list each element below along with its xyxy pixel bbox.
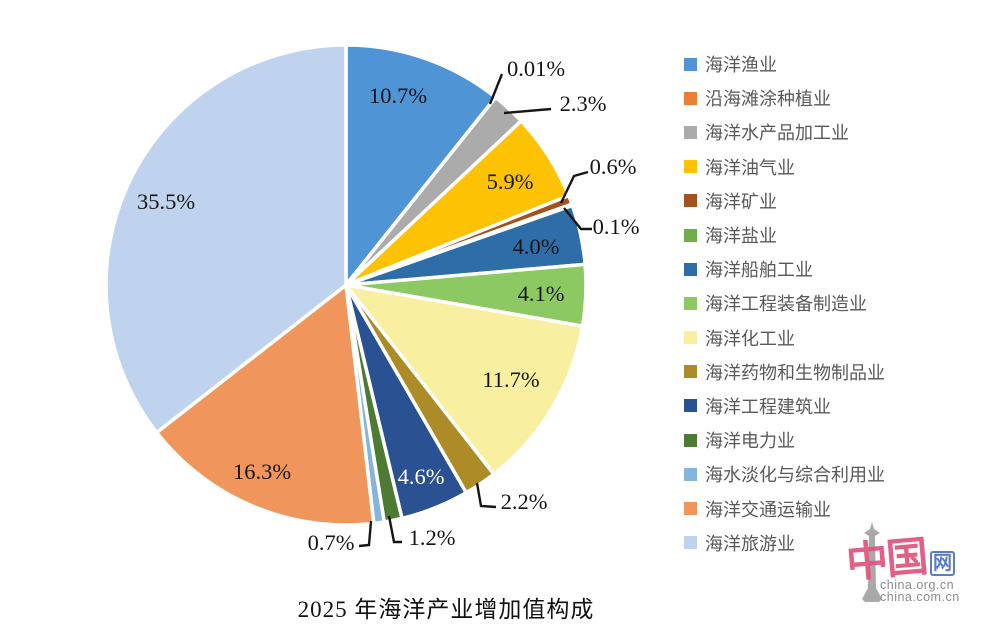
- chart-title: 2025 年海洋产业增加值构成: [297, 597, 595, 622]
- legend-label: 海洋交通运输业: [705, 499, 831, 520]
- pie-slices: [104, 43, 588, 527]
- pie-label-海洋交通运输业: 16.3%: [233, 459, 291, 484]
- legend-item-海洋化工业: 海洋化工业: [684, 321, 885, 355]
- legend-label: 海洋船舶工业: [705, 260, 813, 281]
- legend-swatch-icon: [684, 57, 697, 71]
- watermark-domain-1: china.org.cn: [880, 578, 955, 592]
- legend-label: 海洋油气业: [705, 157, 795, 178]
- legend-swatch-icon: [684, 433, 697, 447]
- pie-slice-海洋交通运输业: [154, 283, 376, 527]
- pie-label-海洋水产品加工业: 2.3%: [560, 91, 607, 116]
- legend-swatch-icon: [684, 296, 697, 310]
- legend-label: 海洋矿业: [705, 191, 777, 212]
- pie-label-海洋矿业: 0.6%: [590, 154, 637, 179]
- pie-labels: 10.7% 0.01% 2.3% 5.9% 0.6% 0.1% 4.0% 4.1% 11.7% 2…: [137, 56, 640, 555]
- legend-item-海洋交通运输业: 海洋交通运输业: [684, 491, 885, 525]
- watermark-domains: china.org.cn china.com.cn: [880, 578, 960, 604]
- legend-label: 海洋电力业: [705, 431, 795, 452]
- pie-label-海洋船舶工业: 4.0%: [513, 234, 560, 259]
- leader-line-海洋药物和生物制品业: [475, 482, 497, 509]
- watermark-logo-net: 网: [930, 551, 956, 576]
- legend-swatch-icon: [684, 194, 697, 208]
- legend-label: 海洋工程建筑业: [705, 396, 831, 417]
- legend-label: 沿海滩涂种植业: [705, 89, 831, 110]
- legend-item-海洋矿业: 海洋矿业: [684, 184, 885, 218]
- legend-item-海洋盐业: 海洋盐业: [684, 218, 885, 252]
- legend-swatch-icon: [684, 536, 697, 550]
- leader-line-海水淡化与综合利用业: [358, 520, 373, 548]
- pie-label-海洋工程装备制造业: 4.1%: [518, 281, 565, 306]
- legend-swatch-icon: [684, 331, 697, 345]
- legend-label: 海洋药物和生物制品业: [705, 362, 885, 383]
- legend-swatch-icon: [684, 502, 697, 516]
- legend-swatch-icon: [684, 262, 697, 276]
- legend-swatch-icon: [684, 399, 697, 413]
- legend-item-海洋电力业: 海洋电力业: [684, 423, 885, 457]
- pie-label-海洋药物和生物制品业: 2.2%: [501, 489, 548, 514]
- pie-slice-海洋渔业: [344, 43, 498, 287]
- legend-swatch-icon: [684, 467, 697, 481]
- pie-label-海洋电力业: 1.2%: [409, 525, 456, 550]
- legend-item-海洋船舶工业: 海洋船舶工业: [684, 252, 885, 286]
- pie-label-海洋油气业: 5.9%: [487, 169, 534, 194]
- legend-item-海洋工程装备制造业: 海洋工程装备制造业: [684, 286, 885, 320]
- pagoda-tower-icon: [862, 522, 882, 602]
- legend-label: 海洋旅游业: [705, 533, 795, 554]
- legend-label: 海洋化工业: [705, 328, 795, 349]
- pie-label-海洋盐业: 0.1%: [593, 214, 640, 239]
- legend-item-沿海滩涂种植业: 沿海滩涂种植业: [684, 81, 885, 115]
- legend-swatch-icon: [684, 228, 697, 242]
- legend-item-海洋药物和生物制品业: 海洋药物和生物制品业: [684, 355, 885, 389]
- pie-label-海洋工程建筑业: 4.6%: [398, 464, 445, 489]
- legend-label: 海洋盐业: [705, 226, 777, 247]
- legend-item-海洋水产品加工业: 海洋水产品加工业: [684, 115, 885, 149]
- legend-swatch-icon: [684, 125, 697, 139]
- legend-item-海洋工程建筑业: 海洋工程建筑业: [684, 389, 885, 423]
- legend-label: 海水淡化与综合利用业: [705, 465, 885, 486]
- leader-line-海洋盐业: [563, 207, 592, 231]
- pie-label-沿海滩涂种植业: 0.01%: [507, 56, 565, 81]
- legend-label: 海洋渔业: [705, 55, 777, 76]
- legend-swatch-icon: [684, 160, 697, 174]
- pie-label-海洋渔业: 10.7%: [369, 83, 427, 108]
- pie-label-海洋化工业: 11.7%: [482, 367, 539, 392]
- legend-item-海洋渔业: 海洋渔业: [684, 47, 885, 81]
- chart-legend: 海洋渔业 沿海滩涂种植业 海洋水产品加工业 海洋油气业 海洋矿业 海洋盐业 海洋船舶工业 海洋…: [684, 47, 885, 560]
- pie-slice-海洋旅游业: [104, 43, 348, 435]
- legend-label: 海洋工程装备制造业: [705, 294, 867, 315]
- legend-swatch-icon: [684, 91, 697, 105]
- legend-swatch-icon: [684, 365, 697, 379]
- legend-item-海洋油气业: 海洋油气业: [684, 150, 885, 184]
- pie-label-海洋旅游业: 35.5%: [137, 189, 195, 214]
- legend-item-海洋旅游业: 海洋旅游业: [684, 526, 885, 560]
- legend-item-海水淡化与综合利用业: 海水淡化与综合利用业: [684, 457, 885, 491]
- leader-line-海洋矿业: [559, 170, 589, 204]
- watermark-domain-2: china.com.cn: [880, 590, 960, 604]
- pie-label-海水淡化与综合利用业: 0.7%: [308, 530, 355, 555]
- leader-line-海洋水产品加工业: [503, 107, 552, 115]
- leader-line-海洋电力业: [387, 515, 402, 544]
- watermark-china-net: 中国 网 china.org.cn china.com.cn: [840, 518, 990, 618]
- legend-label: 海洋水产品加工业: [705, 123, 849, 144]
- pie-slice-海洋化工业: [344, 283, 585, 476]
- leader-line-沿海滩涂种植业: [488, 73, 504, 105]
